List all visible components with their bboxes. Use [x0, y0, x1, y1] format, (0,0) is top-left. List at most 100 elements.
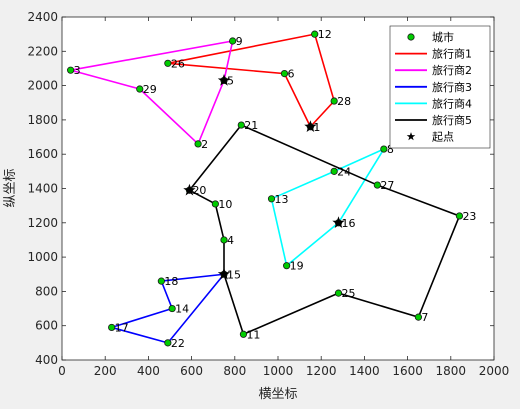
city-label-7: 7	[421, 311, 428, 324]
city-label-9: 9	[236, 35, 243, 48]
y-tick-label: 2200	[27, 44, 58, 58]
city-point-17	[108, 323, 116, 332]
city-point-6	[280, 69, 289, 78]
city-label-19: 19	[290, 260, 304, 273]
city-label-12: 12	[318, 28, 332, 41]
legend-label-5: 旅行商5	[432, 113, 472, 127]
city-point-11	[239, 330, 248, 338]
city-point-24	[330, 167, 338, 175]
city-point-9	[229, 37, 237, 45]
city-label-16: 16	[341, 217, 355, 230]
city-point-21	[237, 121, 245, 129]
x-tick-label: 1600	[392, 364, 423, 378]
x-tick-label: 0	[58, 364, 66, 378]
city-label-11: 11	[246, 328, 260, 341]
city-label-29: 29	[143, 83, 157, 96]
city-label-20: 20	[192, 184, 206, 197]
y-tick-label: 2400	[27, 10, 58, 24]
city-labels-layer: 1234567891011121314151617181920212223242…	[74, 28, 477, 350]
legend-city-marker	[407, 33, 415, 41]
city-point-26	[164, 59, 172, 67]
route-line-3	[108, 273, 225, 344]
city-label-5: 5	[227, 74, 234, 87]
y-axis-ticks: 400 600 800 1000 1200 1400 1600 1800 2000 2200 240…	[27, 10, 494, 367]
x-tick-label: 1200	[306, 364, 337, 378]
city-point-14	[168, 304, 176, 313]
city-point-19	[283, 262, 291, 270]
start-star-5	[217, 73, 231, 86]
city-label-22: 22	[171, 337, 185, 350]
y-tick-label: 600	[35, 319, 58, 333]
y-tick-label: 1600	[27, 147, 58, 161]
start-star-16	[332, 216, 345, 229]
legend-label-3: 旅行商3	[432, 80, 472, 94]
city-label-2: 2	[201, 138, 208, 151]
legend-label-4: 旅行商4	[432, 96, 472, 110]
y-axis-label: 纵坐标	[3, 168, 18, 207]
city-label-14: 14	[175, 303, 189, 316]
city-label-18: 18	[164, 275, 178, 288]
city-label-13: 13	[275, 193, 289, 206]
y-tick-label: 1200	[27, 216, 58, 230]
y-tick-label: 1800	[27, 113, 58, 127]
legend-label-0: 城市	[432, 30, 454, 44]
city-point-22	[164, 339, 172, 347]
city-point-13	[267, 195, 276, 203]
x-tick-label: 400	[137, 364, 160, 378]
city-label-15: 15	[227, 268, 241, 281]
legend-label-6: 起点	[432, 131, 454, 144]
city-label-6: 6	[287, 68, 294, 81]
x-tick-label: 1400	[349, 364, 380, 378]
city-point-23	[455, 212, 464, 220]
start-points-layer	[183, 73, 345, 280]
city-label-17: 17	[115, 321, 129, 334]
city-point-3	[67, 66, 75, 74]
x-tick-label: 2000	[479, 364, 510, 378]
y-tick-label: 400	[35, 353, 58, 367]
x-tick-label: 600	[180, 364, 203, 378]
route-line-2	[70, 40, 234, 146]
x-tick-label: 800	[223, 364, 246, 378]
legend-start-star	[406, 132, 416, 141]
route-line-4	[270, 147, 386, 268]
legend-label-1: 旅行商1	[432, 47, 472, 61]
y-tick-label: 800	[35, 284, 58, 298]
city-label-21: 21	[244, 119, 258, 132]
city-point-25	[334, 289, 343, 297]
legend-label-2: 旅行商2	[432, 63, 472, 77]
city-point-18	[157, 277, 165, 285]
city-point-7	[414, 313, 422, 321]
x-tick-label: 1000	[263, 364, 294, 378]
city-label-27: 27	[380, 179, 394, 192]
city-label-10: 10	[218, 198, 232, 211]
x-axis-label: 横坐标	[258, 387, 297, 402]
x-tick-label: 1800	[436, 364, 467, 378]
city-point-10	[211, 200, 219, 208]
routes-layer	[70, 33, 461, 344]
city-point-29	[136, 85, 144, 93]
start-star-20	[183, 183, 196, 196]
y-tick-label: 1400	[27, 182, 58, 196]
city-label-4: 4	[227, 234, 234, 247]
city-label-25: 25	[341, 287, 355, 300]
x-tick-label: 200	[94, 364, 117, 378]
city-point-2	[194, 140, 202, 148]
city-label-1: 1	[313, 121, 320, 134]
city-point-8	[380, 145, 388, 153]
city-label-3: 3	[74, 64, 81, 77]
start-star-1	[304, 120, 317, 133]
y-tick-label: 2000	[27, 79, 58, 93]
city-label-26: 26	[171, 57, 185, 70]
city-label-28: 28	[337, 95, 351, 108]
city-point-4	[220, 236, 228, 244]
route-line-1	[167, 33, 336, 128]
city-point-12	[311, 30, 319, 38]
city-point-28	[330, 97, 338, 105]
city-point-27	[373, 181, 381, 189]
start-star-15	[217, 267, 231, 280]
x-axis-ticks: 0 200 400 600 800 1000 1200 1400 1600 1800 2000	[58, 17, 509, 378]
city-label-23: 23	[462, 210, 476, 223]
